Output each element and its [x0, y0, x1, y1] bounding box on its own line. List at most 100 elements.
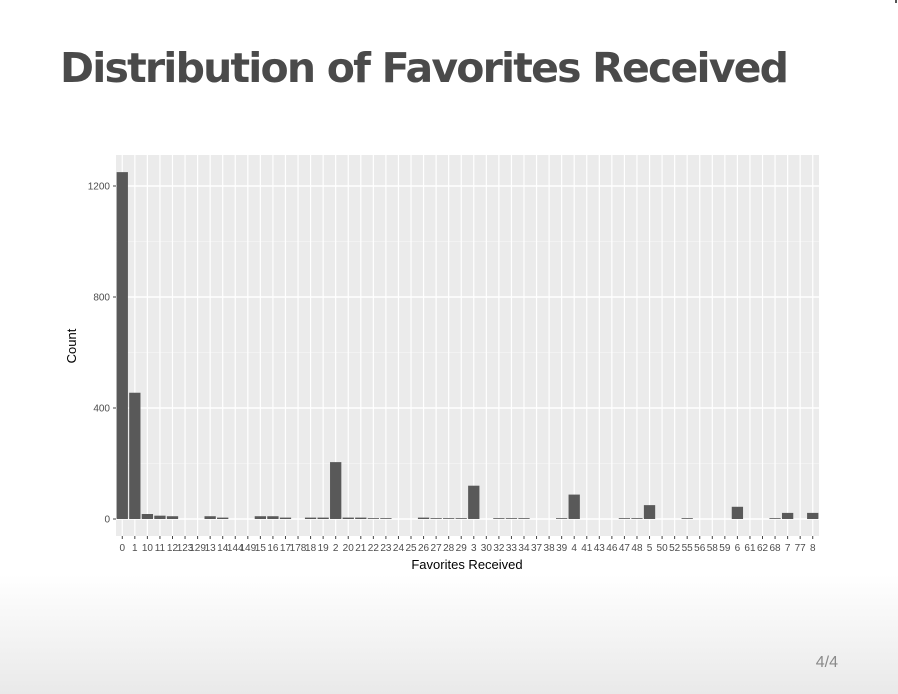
x-tick-label: 23 [380, 543, 392, 554]
x-axis-label: Favorites Received [411, 557, 522, 572]
bar-16 [267, 516, 279, 519]
y-tick-label: 400 [93, 404, 110, 415]
x-tick-label: 21 [355, 543, 367, 554]
bar-29 [455, 518, 467, 519]
y-axis-label: Count [64, 328, 79, 363]
bar-55 [681, 518, 693, 519]
x-tick-label: 47 [619, 543, 631, 554]
x-tick-label: 12 [167, 543, 179, 554]
x-tick-label: 37 [531, 543, 543, 554]
grid-lines [116, 155, 819, 536]
x-tick-label: 25 [405, 543, 417, 554]
bar-26 [417, 517, 430, 519]
bar-21 [355, 517, 367, 519]
bar-5 [643, 505, 656, 519]
x-tick-label: 34 [518, 543, 530, 554]
x-tick-label: 38 [544, 543, 556, 554]
x-tick-label: 6 [735, 543, 741, 554]
x-tick-label: 178 [290, 543, 307, 554]
bar-4 [568, 494, 580, 519]
x-tick-label: 4 [571, 543, 577, 554]
y-axis: 0 400 800 1200 [88, 182, 116, 526]
bar-3 [468, 485, 480, 519]
x-tick-label: 123 [177, 543, 194, 554]
bar-68 [769, 518, 781, 519]
y-tick-label: 800 [93, 293, 110, 304]
x-tick-label: 129 [189, 543, 206, 554]
x-tick-label: 77 [795, 543, 807, 554]
x-tick-label: 30 [481, 543, 493, 554]
x-tick-label: 52 [669, 543, 681, 554]
bar-15 [254, 516, 267, 519]
bar-6 [731, 506, 744, 519]
bar-7 [781, 512, 794, 519]
x-tick-label: 1 [132, 543, 138, 554]
bar-2 [330, 462, 342, 519]
bar-34 [518, 518, 530, 519]
x-tick-label: 59 [719, 543, 731, 554]
x-tick-label: 2 [333, 543, 339, 554]
bar-14 [217, 517, 229, 519]
bar-32 [493, 518, 505, 519]
x-tick-label: 58 [707, 543, 719, 554]
bar-17 [279, 517, 292, 519]
y-tick-label: 0 [104, 515, 110, 526]
x-tick-label: 28 [443, 543, 455, 554]
x-tick-label: 144 [227, 543, 244, 554]
x-tick-label: 24 [393, 543, 405, 554]
bar-47 [618, 518, 631, 519]
bar-10 [141, 514, 154, 519]
x-tick-label: 29 [456, 543, 468, 554]
x-tick-label: 0 [119, 543, 125, 554]
x-tick-label: 18 [305, 543, 317, 554]
x-tick-label: 16 [267, 543, 279, 554]
x-tick-label: 56 [694, 543, 706, 554]
x-tick-label: 15 [255, 543, 267, 554]
bar-23 [380, 518, 392, 519]
bar-39 [556, 518, 568, 519]
x-tick-label: 149 [239, 543, 256, 554]
corner-mark [895, 0, 897, 3]
x-tick-label: 68 [770, 543, 782, 554]
bar-28 [443, 518, 455, 519]
x-tick-label: 22 [368, 543, 380, 554]
x-tick-label: 17 [280, 543, 292, 554]
bar-20 [342, 517, 354, 519]
x-tick-label: 43 [594, 543, 606, 554]
bar-13 [204, 516, 216, 519]
bar-19 [317, 517, 329, 519]
bar-27 [430, 518, 442, 519]
bar-8 [807, 512, 819, 519]
x-tick-label: 7 [785, 543, 791, 554]
bar-33 [505, 518, 518, 519]
bar-22 [367, 518, 379, 519]
bar-0 [116, 172, 128, 519]
page-number: 4/4 [815, 654, 838, 671]
plot-panel [116, 155, 819, 536]
x-tick-label: 39 [556, 543, 568, 554]
x-tick-label: 5 [647, 543, 653, 554]
x-tick-label: 19 [318, 543, 330, 554]
x-tick-label: 3 [471, 543, 477, 554]
x-tick-label: 20 [343, 543, 355, 554]
x-tick-label: 11 [155, 543, 166, 554]
bar-11 [154, 515, 166, 519]
x-tick-label: 27 [431, 543, 443, 554]
x-tick-label: 48 [631, 543, 643, 554]
x-tick-label: 46 [606, 543, 618, 554]
x-tick-label: 41 [581, 543, 593, 554]
x-tick-label: 33 [506, 543, 518, 554]
x-tick-label: 55 [682, 543, 694, 554]
bar-18 [304, 517, 317, 519]
x-tick-label: 50 [657, 543, 669, 554]
x-tick-label: 62 [757, 543, 769, 554]
slide-title: Distribution of Favorites Received [60, 44, 789, 92]
bar-12 [166, 516, 179, 519]
x-tick-label: 14 [217, 543, 229, 554]
y-tick-label: 1200 [88, 182, 111, 193]
x-tick-label: 13 [205, 543, 217, 554]
x-tick-label: 10 [142, 543, 154, 554]
bar-48 [631, 518, 643, 519]
